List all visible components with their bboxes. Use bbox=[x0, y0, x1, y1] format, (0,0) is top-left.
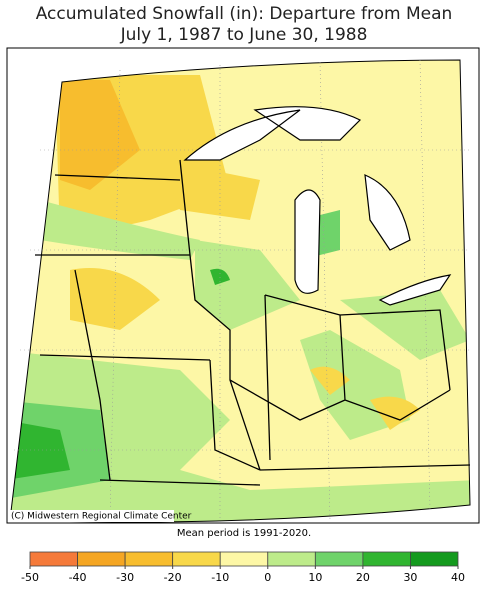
legend-swatch bbox=[267, 551, 316, 567]
lake-erie bbox=[378, 274, 452, 306]
map-frame bbox=[6, 47, 480, 524]
map bbox=[9, 59, 471, 525]
legend-tick-label: -10 bbox=[211, 571, 229, 584]
legend: -50 -40 -30 -20 -10 0 10 20 30 40 bbox=[21, 551, 465, 584]
legend-tick-label: -50 bbox=[21, 571, 39, 584]
legend-tick-label: 0 bbox=[264, 571, 271, 584]
legend-tick-label: -30 bbox=[116, 571, 134, 584]
lake-huron bbox=[364, 174, 411, 251]
credit-box bbox=[8, 510, 174, 522]
legend-tick-label: -20 bbox=[164, 571, 182, 584]
note: Mean period is 1991-2020. bbox=[177, 528, 311, 539]
legend-swatch bbox=[77, 551, 126, 567]
legend-swatch bbox=[219, 551, 269, 567]
credit: (C) Midwestern Regional Climate Center bbox=[11, 512, 192, 522]
legend-swatch bbox=[172, 551, 221, 567]
legend-swatch bbox=[362, 551, 411, 567]
legend-tick-label: 30 bbox=[403, 571, 417, 584]
title-line: Accumulated Snowfall (in): Departure fro… bbox=[36, 4, 453, 24]
legend-swatch bbox=[314, 551, 364, 567]
lake-superior bbox=[183, 106, 362, 161]
title-line: July 1, 1987 to June 30, 1988 bbox=[120, 25, 368, 45]
legend-tick-label: -40 bbox=[69, 571, 87, 584]
legend-tick-label: 10 bbox=[308, 571, 322, 584]
state-borders bbox=[35, 159, 471, 486]
lake-michigan bbox=[294, 189, 321, 294]
legend-swatch bbox=[124, 551, 174, 567]
legend-tick-label: 40 bbox=[451, 571, 465, 584]
legend-swatch bbox=[410, 551, 459, 567]
legend-tick-label: 20 bbox=[356, 571, 370, 584]
legend-swatch bbox=[29, 551, 78, 567]
